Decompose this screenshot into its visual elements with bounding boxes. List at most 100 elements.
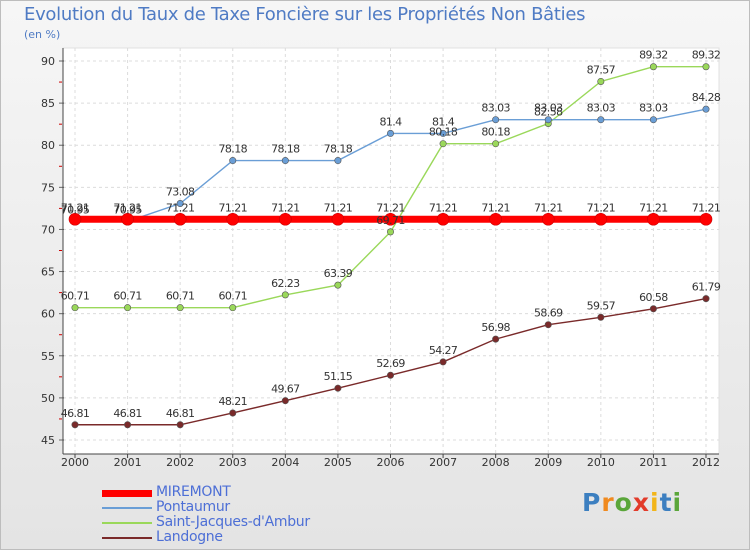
legend-label: Saint-Jacques-d'Ambur	[156, 514, 310, 530]
data-point	[386, 371, 394, 379]
data-label: 80.18	[481, 126, 510, 139]
data-point	[71, 304, 79, 312]
data-label: 60.71	[61, 290, 90, 303]
data-point	[386, 129, 394, 137]
data-point	[647, 212, 660, 226]
data-label: 89.32	[692, 49, 721, 62]
data-label: 62.23	[271, 277, 300, 290]
x-tick-label: 2004	[271, 456, 299, 469]
data-label: 83.03	[534, 102, 563, 115]
data-point	[124, 304, 132, 312]
data-point	[229, 304, 237, 312]
logo-letter: i	[650, 488, 660, 517]
legend-label: MIREMONT	[156, 484, 231, 500]
data-label: 71.21	[587, 201, 616, 214]
y-tick-label: 60	[41, 308, 55, 321]
data-label: 71.21	[429, 201, 458, 214]
y-tick-label: 75	[41, 181, 55, 194]
data-point	[699, 212, 713, 226]
data-point	[544, 321, 552, 329]
legend-swatch	[102, 537, 152, 539]
data-point	[492, 140, 500, 148]
y-tick-label: 85	[41, 97, 55, 110]
data-point	[439, 140, 447, 148]
data-label: 81.4	[379, 115, 402, 128]
data-label: 80.18	[429, 126, 458, 139]
data-label: 70.95	[113, 203, 142, 216]
data-point	[702, 63, 710, 71]
data-label: 46.81	[61, 407, 90, 420]
chart-title: Evolution du Taux de Taxe Foncière sur l…	[24, 4, 586, 25]
logo-letter: o	[614, 488, 633, 517]
data-point	[649, 305, 657, 313]
data-point	[281, 291, 289, 299]
data-point	[334, 281, 342, 289]
data-label: 60.71	[219, 290, 248, 303]
data-label: 78.18	[219, 143, 248, 156]
data-label: 83.03	[587, 102, 616, 115]
data-point	[334, 157, 342, 165]
data-point	[121, 212, 134, 226]
logo-letter: r	[601, 488, 615, 517]
data-label: 84.28	[692, 91, 721, 104]
data-point	[229, 409, 237, 417]
y-tick-label: 90	[41, 55, 55, 68]
data-label: 71.21	[219, 201, 248, 214]
data-point	[492, 116, 500, 124]
data-label: 82.58	[534, 105, 563, 118]
data-label: 46.81	[166, 407, 195, 420]
data-point	[176, 421, 184, 429]
data-point	[384, 212, 397, 226]
data-label: 71.21	[692, 201, 721, 214]
data-point	[71, 421, 79, 429]
legend-label: Pontaumur	[156, 499, 230, 515]
data-point	[281, 397, 289, 405]
x-tick-label: 2010	[587, 456, 615, 469]
data-point	[544, 116, 552, 124]
data-point	[439, 358, 447, 366]
x-tick-label: 2009	[534, 456, 562, 469]
data-label: 83.03	[481, 102, 510, 115]
data-label: 71.21	[481, 201, 510, 214]
data-label: 61.79	[692, 281, 721, 294]
series-saint-jacques-d-ambur	[71, 63, 710, 312]
data-label: 46.81	[113, 407, 142, 420]
y-tick-label: 80	[41, 139, 55, 152]
data-label: 49.67	[271, 383, 300, 396]
y-tick-label: 65	[41, 266, 55, 279]
data-label: 78.18	[324, 143, 353, 156]
data-label: 71.21	[534, 201, 563, 214]
data-point	[702, 295, 710, 303]
y-tick-label: 45	[41, 434, 55, 447]
data-point	[597, 77, 605, 85]
data-point	[334, 384, 342, 392]
data-point	[386, 228, 394, 236]
x-tick-label: 2006	[377, 456, 405, 469]
logo-letter: t	[659, 488, 673, 517]
data-label: 48.21	[219, 395, 248, 408]
chart-unit-label: (en %)	[24, 28, 61, 41]
legend-swatch	[102, 507, 152, 509]
data-point	[649, 63, 657, 71]
series-landogne	[71, 295, 710, 429]
data-point	[68, 212, 82, 226]
data-label: 71.21	[376, 201, 405, 214]
data-label: 71.21	[113, 201, 142, 214]
data-label: 60.58	[639, 291, 668, 304]
legend-swatch	[102, 489, 152, 497]
data-point	[229, 157, 237, 165]
x-tick-label: 2008	[482, 456, 510, 469]
data-label: 60.71	[113, 290, 142, 303]
data-label: 71.21	[639, 201, 668, 214]
data-point	[279, 212, 292, 226]
x-tick-label: 2001	[114, 456, 142, 469]
data-point	[439, 129, 447, 137]
data-label: 70.95	[61, 203, 90, 216]
data-point	[173, 212, 187, 226]
data-point	[541, 212, 555, 226]
data-label: 59.57	[587, 299, 616, 312]
data-label: 89.32	[639, 49, 668, 62]
data-point	[597, 313, 605, 321]
y-tick-label: 50	[41, 392, 55, 405]
